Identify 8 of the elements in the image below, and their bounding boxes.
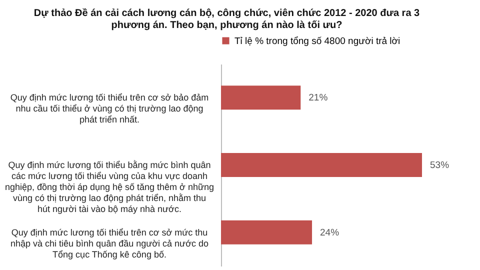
y-tick-label: Quy định mức lương tối thiểu trên cơ sở mức thu nhập và chi tiêu bình quân đầu người cả nước do Tổng cục Thống kê công bố. bbox=[10, 227, 208, 260]
data-label: 53% bbox=[430, 160, 450, 171]
data-label: 21% bbox=[308, 92, 328, 104]
y-tick-label: Quy định mức lương tối thiểu trên cơ sở bảo đảm nhu cầu tối thiểu ở vùng có thị trường lao động phát triển nhất. bbox=[10, 92, 209, 125]
legend-label: Tỉ lệ % trong tổng số 4800 người trả lời bbox=[234, 36, 400, 47]
data-label: 24% bbox=[320, 227, 340, 238]
chart-title: Dự thảo Đề án cải cách lương cán bộ, công chức, viên chức 2012 - 2020 đưa ra 3 phương án. Theo bạn, phương án nào là tối ưu? bbox=[34, 8, 420, 31]
y-tick-label: Quy định mức lương tối thiểu bằng mức bình quân các mức lương tối thiểu vùng của khu vực doanh nghiệp, đồng thời áp dụng hệ số tăng thêm ở những vùng có thị trường lao động phát triển, nhằm thu hút người tài vào bộ máy nhà nước. bbox=[5, 160, 214, 214]
